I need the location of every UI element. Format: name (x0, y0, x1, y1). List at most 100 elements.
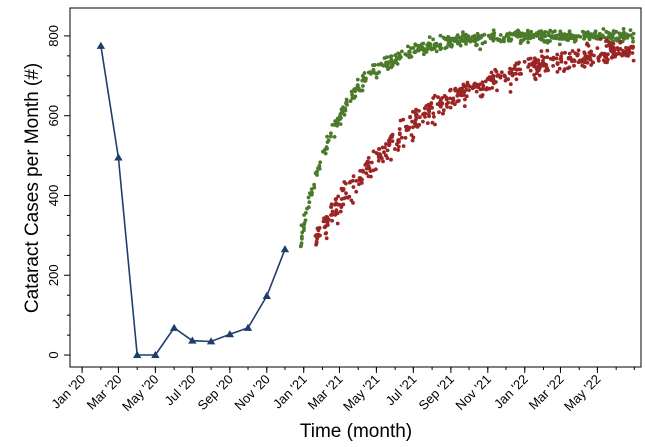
scatter-point (605, 57, 610, 62)
scatter-point (407, 49, 412, 54)
scatter-point (550, 30, 555, 34)
scatter-point (401, 144, 406, 149)
scatter-point (427, 114, 431, 119)
x-tick-label: Jan '22 (491, 372, 531, 412)
scatter-point (384, 142, 388, 146)
scatter-point (372, 70, 376, 75)
scatter-point (359, 181, 364, 185)
scatter-point (576, 48, 581, 53)
scatter-point (447, 39, 452, 44)
scatter-point (323, 151, 328, 156)
scatter-point (424, 104, 429, 108)
scatter-point (397, 131, 402, 136)
scatter-point (344, 97, 349, 102)
scatter-point (379, 156, 384, 161)
scatter-point (563, 50, 567, 55)
scatter-point (508, 82, 513, 87)
scatter-point (628, 33, 633, 38)
scatter-point (383, 153, 388, 158)
scatter-point (435, 102, 440, 106)
scatter-point (355, 83, 360, 88)
scatter-point (481, 87, 486, 91)
scatter-point (414, 43, 418, 48)
scatter-point (396, 148, 400, 152)
scatter-point (498, 33, 503, 37)
scatter-point (621, 49, 625, 53)
scatter-point (487, 86, 492, 91)
scatter-point (626, 52, 631, 57)
scatter-point (388, 136, 392, 141)
scatter-point (312, 182, 316, 187)
scatter-point (437, 110, 441, 115)
scatter-point (531, 35, 536, 40)
y-tick-label: 600 (46, 105, 61, 127)
scatter-point (400, 49, 404, 54)
scatter-point (348, 99, 353, 103)
scatter-point (448, 44, 453, 48)
scatter-point (456, 89, 461, 93)
scatter-point (332, 123, 337, 127)
scatter-point (562, 34, 566, 38)
scatter-point (399, 135, 404, 140)
scatter-point (597, 54, 602, 59)
scatter-point (526, 34, 531, 39)
scatter-point (417, 109, 421, 113)
scatter-point (545, 55, 550, 60)
scatter-point (567, 51, 572, 56)
scatter-point (434, 49, 439, 54)
scatter-point (483, 40, 487, 45)
y-tick-label: 400 (46, 185, 61, 207)
scatter-point (302, 222, 306, 227)
scatter-point (381, 63, 386, 68)
scatter-point (607, 40, 611, 45)
scatter-point (341, 105, 345, 110)
y-tick-label: 800 (46, 25, 61, 47)
scatter-point (464, 94, 469, 99)
scatter-point (544, 62, 549, 67)
scatter-point (438, 47, 443, 52)
y-tick-label: 200 (46, 264, 61, 286)
scatter-point (302, 228, 306, 233)
scatter-point (589, 49, 593, 54)
scatter-point (381, 159, 385, 164)
scatter-point (303, 218, 308, 223)
scatter-point (338, 122, 343, 126)
scatter-point (477, 82, 482, 87)
scatter-point (418, 115, 422, 120)
scatter-point (336, 202, 340, 207)
scatter-point (305, 206, 309, 211)
scatter-point (443, 46, 447, 51)
y-tick-label: 0 (46, 351, 61, 358)
scatter-point (583, 34, 588, 39)
scatter-point (520, 31, 525, 36)
scatter-point (446, 100, 450, 105)
scatter-point (432, 46, 437, 51)
scatter-point (410, 138, 415, 143)
scatter-point (604, 38, 609, 43)
scatter-point (514, 71, 518, 76)
scatter-point (598, 37, 603, 41)
scatter-point (376, 158, 381, 163)
triangle-marker (262, 291, 271, 299)
scatter-point (545, 40, 550, 45)
scatter-point (390, 139, 395, 144)
scatter-point (508, 90, 513, 94)
scatter-point (526, 40, 530, 45)
scatter-point (513, 63, 517, 68)
scatter-point (363, 163, 368, 167)
scatter-point (533, 61, 538, 65)
scatter-point (403, 136, 408, 140)
scatter-point (342, 196, 346, 201)
scatter-point (483, 79, 488, 84)
scatter-point (360, 88, 365, 93)
scatter-point (491, 28, 496, 33)
scatter-point (360, 74, 365, 78)
scatter-point (408, 53, 412, 57)
scatter-point (361, 84, 365, 88)
scatter-point (438, 42, 443, 47)
scatter-point (572, 58, 576, 63)
scatter-point (471, 39, 476, 43)
triangle-marker (96, 41, 106, 49)
scatter-point (342, 113, 347, 117)
